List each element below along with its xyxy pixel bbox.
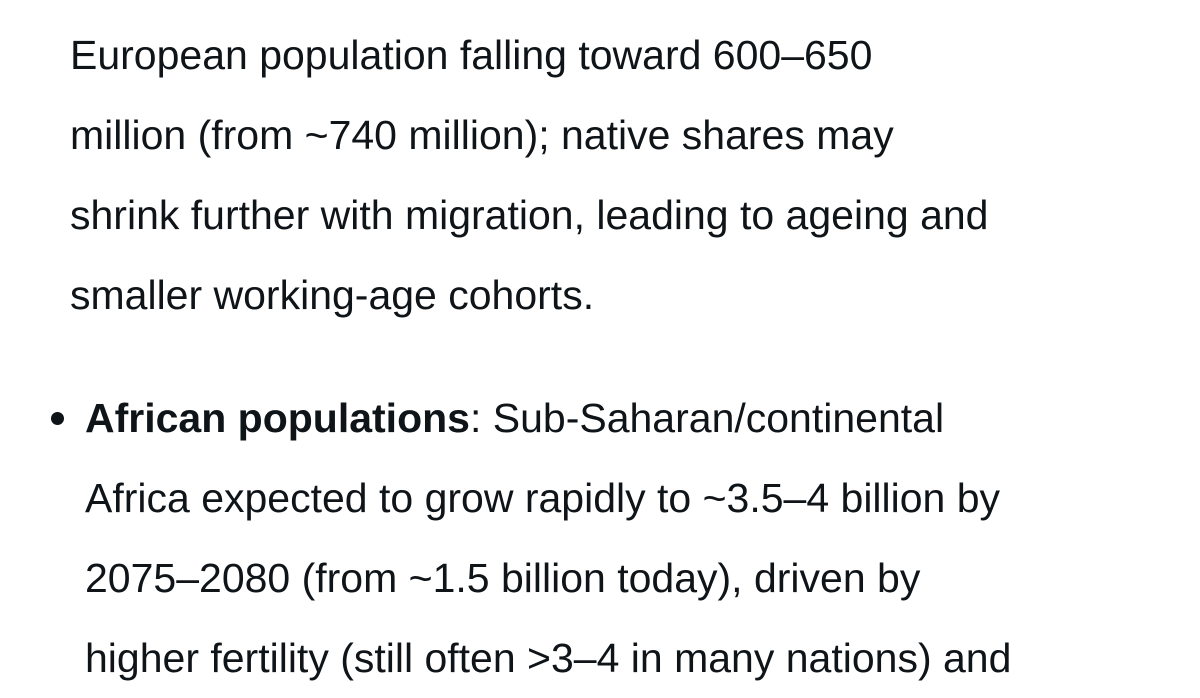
text-line: shrink further with migration, leading t… [70, 192, 989, 238]
bullet-item: African populations: Sub-Saharan/contine… [85, 378, 1011, 698]
text-line: higher fertility (still often >3–4 in ma… [85, 635, 1012, 681]
bold-label: African populations [85, 395, 470, 441]
paragraph: European population falling toward 600–6… [70, 15, 988, 335]
text-line: smaller working-age cohorts. [70, 272, 595, 318]
text-line: European population falling toward 600–6… [70, 32, 873, 78]
text-line: million (from ~740 million); native shar… [70, 112, 894, 158]
text-line: Africa expected to grow rapidly to ~3.5–… [85, 475, 1001, 521]
text: : Sub-Saharan/continental [469, 395, 945, 441]
text-line: African populations: Sub-Saharan/contine… [85, 378, 1011, 458]
bullet-dot [51, 412, 64, 425]
text-line: 2075–2080 (from ~1.5 billion today), dri… [85, 555, 921, 601]
